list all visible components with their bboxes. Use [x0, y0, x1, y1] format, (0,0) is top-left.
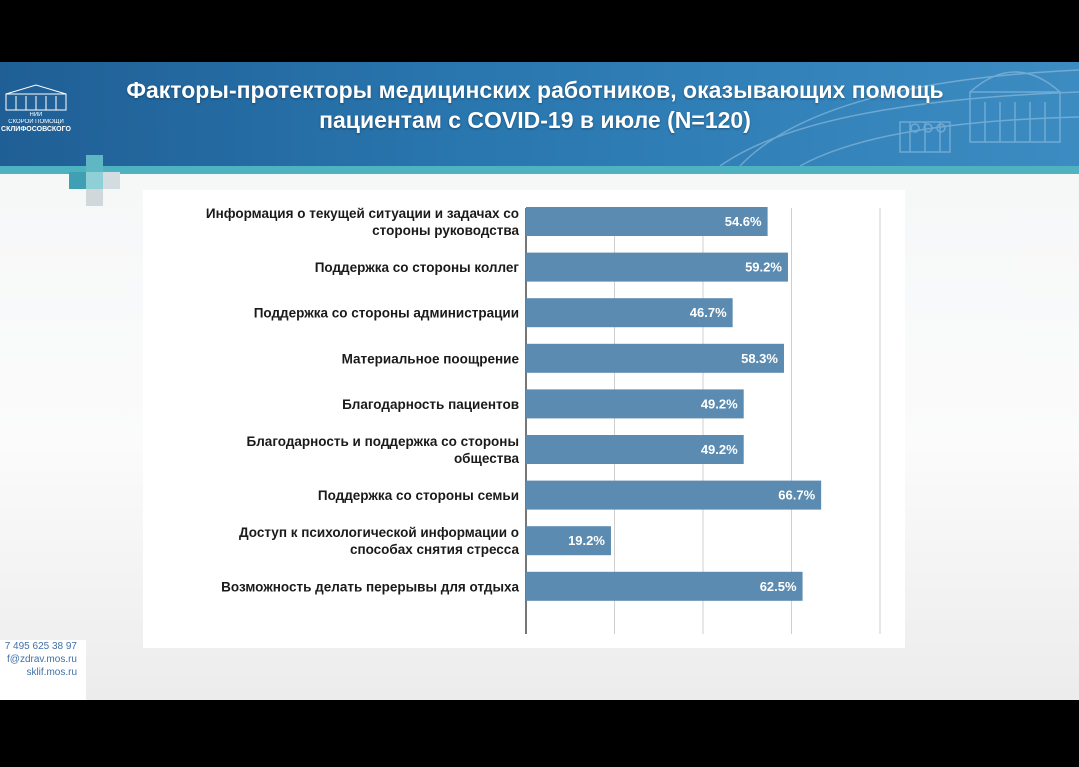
building-illustration	[719, 69, 1079, 166]
value-label: 49.2%	[701, 396, 738, 411]
header-stripe	[0, 166, 1079, 174]
header-band: НИИ СКОРОЙ ПОМОЩИ СКЛИФОСОВСКОГО Факторы…	[0, 62, 1079, 166]
bar	[526, 389, 744, 419]
category-label: Доступ к психологической информации о	[239, 525, 519, 540]
institute-logo: НИИ СКОРОЙ ПОМОЩИ СКЛИФОСОВСКОГО	[0, 82, 76, 152]
value-label: 59.2%	[745, 260, 782, 275]
value-label: 58.3%	[741, 351, 778, 366]
contact-phone: 7 495 625 38 97	[4, 641, 77, 652]
category-label: Возможность делать перерывы для отдыха	[221, 579, 519, 594]
building-logo-icon	[5, 84, 67, 111]
category-label: Благодарность пациентов	[342, 397, 519, 412]
contact-website[interactable]: sklif.mos.ru	[26, 667, 77, 678]
bar	[526, 343, 784, 373]
category-label: стороны руководства	[372, 223, 519, 238]
category-label: Поддержка со стороны семьи	[318, 488, 519, 503]
bar	[526, 207, 768, 236]
logo-text-line2: СКОРОЙ ПОМОЩИ	[8, 119, 64, 125]
slide: НИИ СКОРОЙ ПОМОЩИ СКЛИФОСОВСКОГО Факторы…	[0, 62, 1079, 700]
category-label: общества	[454, 451, 520, 466]
value-label: 66.7%	[778, 488, 815, 503]
bar	[526, 298, 733, 328]
slide-title-line1: Факторы-протекторы медицинских работнико…	[126, 77, 944, 103]
bar-chart: 54.6% Информация о текущей ситуации и зад…	[206, 206, 881, 634]
bar	[526, 526, 611, 556]
chart-panel: 54.6% Информация о текущей ситуации и зад…	[143, 190, 905, 648]
decor-square	[86, 155, 103, 172]
bar	[526, 571, 803, 601]
decor-square	[103, 172, 120, 189]
contact-block: 7 495 625 38 97 f@zdrav.mos.ru sklif.mos…	[0, 640, 86, 700]
category-label: способах снятия стресса	[350, 542, 520, 557]
category-label: Информация о текущей ситуации и задачах …	[206, 206, 519, 221]
decor-square	[86, 189, 103, 206]
decor-square	[69, 172, 86, 189]
value-label: 62.5%	[760, 579, 797, 594]
category-label: Поддержка со стороны администрации	[254, 306, 519, 321]
slide-title-line2: пациентам с COVID-19 в июле (N=120)	[319, 107, 751, 133]
value-label: 46.7%	[690, 305, 727, 320]
bar	[526, 435, 744, 464]
value-label: 54.6%	[725, 214, 762, 229]
bar	[526, 480, 822, 510]
contact-email[interactable]: f@zdrav.mos.ru	[7, 654, 77, 665]
value-label: 49.2%	[701, 442, 738, 457]
logo-text-line1: НИИ	[29, 112, 43, 118]
logo-text-line3: СКЛИФОСОВСКОГО	[1, 126, 71, 133]
bar	[526, 252, 788, 282]
value-label: 19.2%	[568, 533, 605, 548]
category-label: Благодарность и поддержка со стороны	[247, 434, 519, 449]
slide-title: Факторы-протекторы медицинских работнико…	[30, 75, 1040, 135]
category-label: Поддержка со стороны коллег	[315, 260, 520, 275]
category-label: Материальное поощрение	[342, 351, 520, 366]
decor-square	[86, 172, 103, 189]
